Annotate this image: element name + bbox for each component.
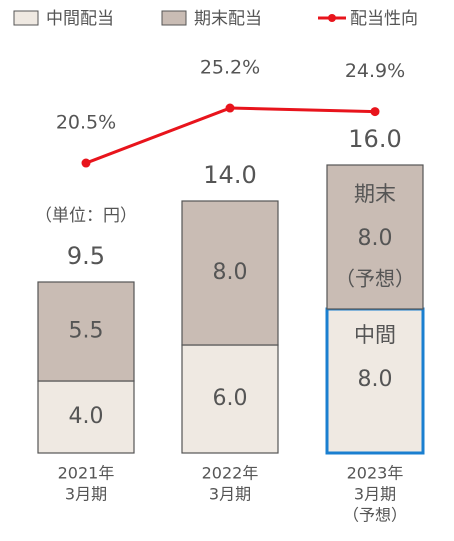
data-label: 5.5 [69, 319, 104, 344]
legend-dot [328, 14, 336, 22]
data-label: 24.9% [345, 60, 405, 82]
x-tick-label: 3月期 [209, 485, 251, 504]
bar-segment [37, 380, 135, 454]
line-point [370, 107, 380, 117]
data-label: 8.0 [358, 367, 393, 392]
data-label: 8.0 [358, 226, 393, 251]
annotation: 中間 [354, 323, 396, 347]
legend-swatch [161, 10, 187, 26]
x-tick-label: 2023年 [347, 464, 404, 483]
line [85, 106, 376, 165]
total-label: 9.5 [67, 242, 105, 270]
x-tick-label: 3月期 [354, 485, 396, 504]
annotation: 期末 [354, 182, 396, 206]
bar-segment [325, 307, 425, 455]
data-label: 20.5% [56, 112, 116, 134]
annotation: （予想） [335, 267, 415, 291]
x-tick-label: 2022年 [202, 464, 259, 483]
bar-segment [326, 164, 424, 310]
data-label: 8.0 [213, 260, 248, 285]
bar-segment [181, 200, 279, 346]
data-label: 25.2% [200, 57, 260, 79]
data-label: 4.0 [69, 404, 104, 429]
total-label: 14.0 [203, 161, 256, 189]
line-point [225, 103, 235, 113]
x-tick-label: 2021年 [58, 464, 115, 483]
legend-swatch [13, 10, 39, 26]
legend-label: 期末配当 [194, 9, 262, 29]
legend-label: 中間配当 [46, 9, 114, 29]
x-tick-label: 3月期 [65, 485, 107, 504]
unit-note: （単位：円） [35, 206, 137, 226]
legend-label: 配当性向 [350, 9, 418, 29]
x-tick-label: （予想） [343, 506, 407, 525]
bar-segment [37, 281, 135, 382]
line-point [81, 158, 91, 168]
total-label: 16.0 [348, 125, 401, 153]
data-label: 6.0 [213, 386, 248, 411]
